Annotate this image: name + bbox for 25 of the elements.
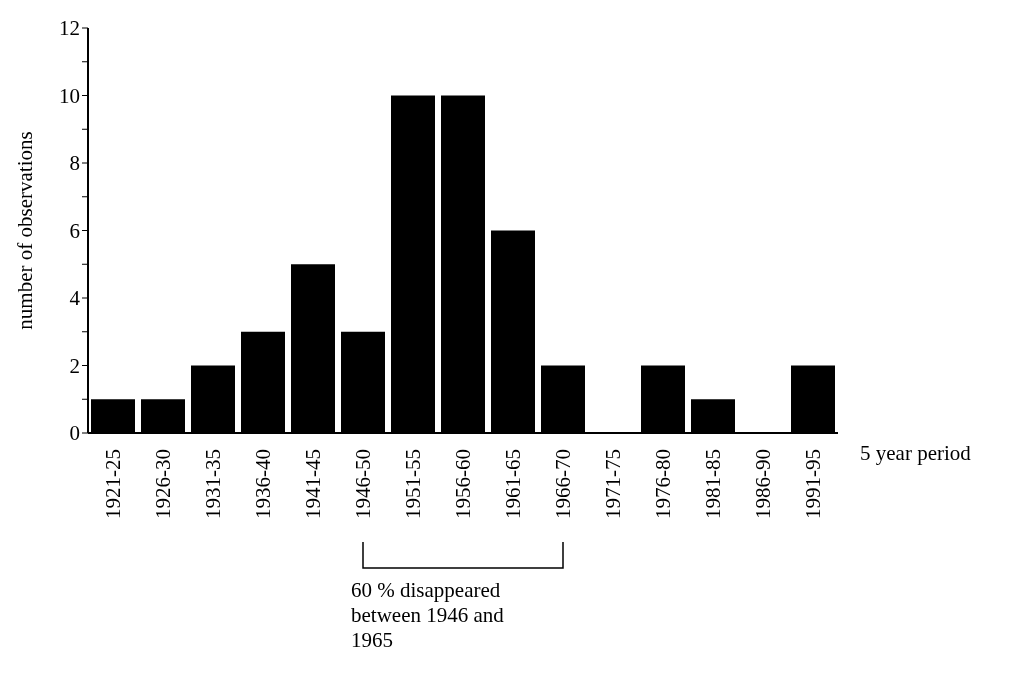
y-axis-title: number of observations bbox=[13, 131, 38, 330]
y-tick-label: 12 bbox=[59, 16, 80, 41]
x-tick-label: 1976-80 bbox=[651, 449, 675, 519]
y-tick-label: 0 bbox=[69, 421, 80, 446]
y-tick-label: 4 bbox=[69, 286, 81, 311]
x-tick-label: 1956-60 bbox=[451, 449, 475, 519]
x-tick-label: 1936-40 bbox=[251, 449, 275, 519]
x-tick-label: 1986-90 bbox=[751, 449, 775, 519]
x-tick-label: 1961-65 bbox=[501, 449, 525, 519]
x-tick-label: 1941-45 bbox=[301, 449, 325, 519]
x-tick-label: 1931-35 bbox=[201, 449, 225, 519]
y-tick-label: 6 bbox=[69, 218, 80, 243]
y-tick-label: 10 bbox=[59, 83, 80, 108]
x-tick-label: 1981-85 bbox=[701, 449, 725, 519]
x-tick-label: 1926-30 bbox=[151, 449, 175, 519]
x-tick-label: 1966-70 bbox=[551, 449, 575, 519]
x-tick-label: 1921-25 bbox=[101, 449, 125, 519]
x-axis-title: 5 year period bbox=[860, 441, 971, 466]
text: 60 % disappeared between 1946 and 1965 bbox=[351, 578, 505, 653]
y-tick-label: 2 bbox=[69, 353, 80, 378]
x-tick-label: 1971-75 bbox=[601, 449, 625, 519]
x-tick-label: 1991-95 bbox=[801, 449, 825, 519]
x-tick-label: 1946-50 bbox=[351, 449, 375, 519]
x-tick-label: 1951-55 bbox=[401, 449, 425, 519]
y-tick-label: 8 bbox=[69, 151, 80, 176]
